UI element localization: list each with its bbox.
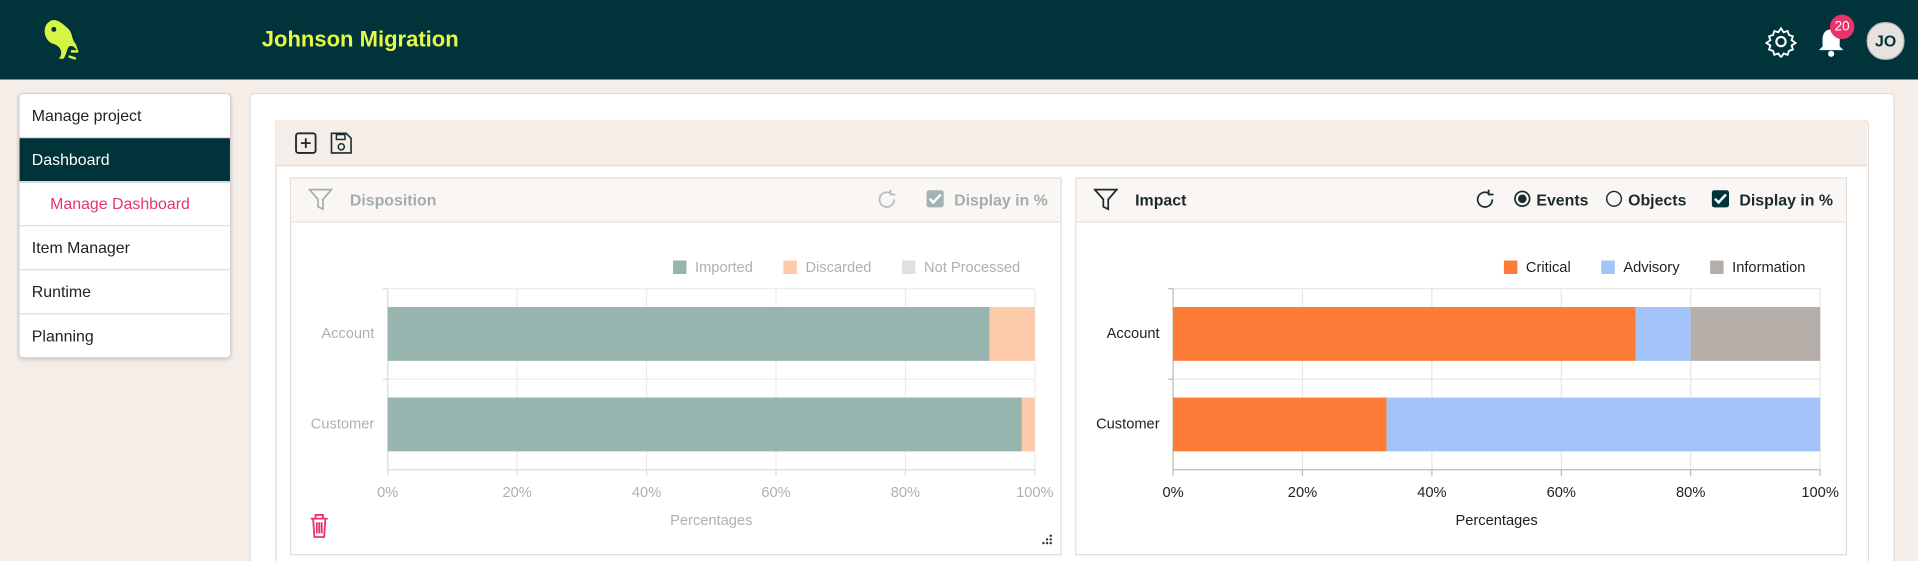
bar-segment	[387, 307, 990, 361]
widget: Disposition Display in % 0% 20% 40% 60% 80% 1…	[289, 177, 1062, 556]
save-button[interactable]	[330, 132, 352, 154]
option-label: Display in %	[1739, 190, 1834, 210]
legend-label: Critical	[1526, 260, 1571, 276]
x-tick-label: 60%	[1547, 485, 1576, 501]
widget-title: Impact	[1135, 190, 1187, 210]
nav-item[interactable]: Manage project	[19, 94, 230, 139]
chart: 0% 20% 40% 60% 80% 100% Account Customer Percent…	[311, 260, 1054, 529]
bar-segment	[1690, 307, 1821, 361]
legend-swatch	[902, 260, 916, 274]
legend-label: Discarded	[805, 260, 871, 276]
y-tick-label: Customer	[1096, 416, 1160, 432]
add-button[interactable]	[295, 132, 317, 154]
filter-icon[interactable]	[308, 188, 333, 211]
sidebar: Manage project Dashboard Manage Dashboar…	[18, 92, 232, 359]
widget-title: Disposition	[349, 190, 437, 210]
bar-segment	[1021, 397, 1035, 452]
bar-segment	[1173, 307, 1636, 361]
logo[interactable]	[37, 15, 86, 64]
y-tick-label: Customer	[311, 416, 375, 432]
bar-segment	[387, 397, 1022, 452]
bar-segment	[989, 307, 1035, 361]
nav-item[interactable]: Item Manager	[19, 226, 230, 271]
settings-icon[interactable]	[1765, 26, 1797, 58]
notification-badge[interactable]: 20	[1829, 14, 1855, 40]
widget-header: Impact Events Objects Display in %	[1076, 178, 1846, 223]
header: Johnson Migration 20 JO	[0, 0, 1918, 80]
y-tick-label: Account	[321, 326, 374, 342]
refresh-icon[interactable]	[876, 188, 898, 210]
filter-icon[interactable]	[1093, 188, 1119, 211]
avatar[interactable]: JO	[1866, 22, 1905, 60]
bar-segment	[1173, 397, 1387, 452]
legend-swatch	[1710, 260, 1724, 274]
legend-label: Advisory	[1623, 260, 1680, 276]
x-tick-label: 20%	[1288, 485, 1317, 501]
x-tick-label: 100%	[1801, 485, 1839, 501]
bar-segment	[1386, 397, 1821, 452]
chart: 0% 20% 40% 60% 80% 100% Account Customer Percent…	[1096, 260, 1839, 529]
x-tick-label: 100%	[1016, 485, 1054, 501]
legend-label: Information	[1732, 260, 1805, 276]
app-title: Johnson Migration	[261, 26, 459, 52]
radio[interactable]	[1605, 190, 1623, 208]
legend-label: Not Processed	[924, 260, 1020, 276]
legend-swatch	[1601, 260, 1615, 274]
x-tick-label: 60%	[761, 485, 790, 501]
x-tick-label: 20%	[503, 485, 532, 501]
option-label: Objects	[1628, 190, 1687, 210]
x-tick-label: 40%	[1417, 485, 1446, 501]
y-tick-label: Account	[1107, 326, 1160, 342]
nav-item[interactable]: Planning	[31, 326, 94, 345]
legend: Imported Discarded Not Processed	[672, 260, 1020, 276]
checkbox[interactable]	[1711, 190, 1730, 208]
refresh-icon[interactable]	[1474, 188, 1496, 210]
x-tick-label: 80%	[1676, 485, 1705, 501]
bar-segment	[1635, 307, 1691, 361]
legend-swatch	[672, 260, 687, 274]
legend: Critical Advisory Information	[1503, 260, 1805, 276]
x-axis-title: Percentages	[670, 513, 752, 529]
x-tick-label: 0%	[1162, 485, 1183, 501]
option-label: Display in %	[954, 190, 1048, 210]
option-label: Events	[1536, 190, 1589, 210]
legend-swatch	[783, 260, 797, 274]
resize-handle[interactable]	[1041, 533, 1053, 545]
widget-header: Disposition Display in %	[291, 178, 1061, 223]
legend-label: Imported	[695, 260, 753, 276]
delete-button[interactable]	[308, 513, 330, 540]
x-tick-label: 40%	[632, 485, 661, 501]
toolbar	[275, 119, 1867, 167]
nav-item-active[interactable]: Dashboard	[19, 138, 230, 183]
x-tick-label: 0%	[377, 485, 398, 501]
legend-swatch	[1503, 260, 1518, 274]
checkbox[interactable]	[926, 190, 944, 208]
nav-item[interactable]: Runtime	[19, 270, 230, 315]
x-tick-label: 80%	[891, 485, 920, 501]
x-axis-title: Percentages	[1455, 513, 1537, 529]
nav-subitem[interactable]: Manage Dashboard	[19, 182, 230, 227]
radio-checked[interactable]	[1513, 190, 1531, 208]
widget: Impact Events Objects Display in % 0% 20%…	[1075, 177, 1848, 556]
